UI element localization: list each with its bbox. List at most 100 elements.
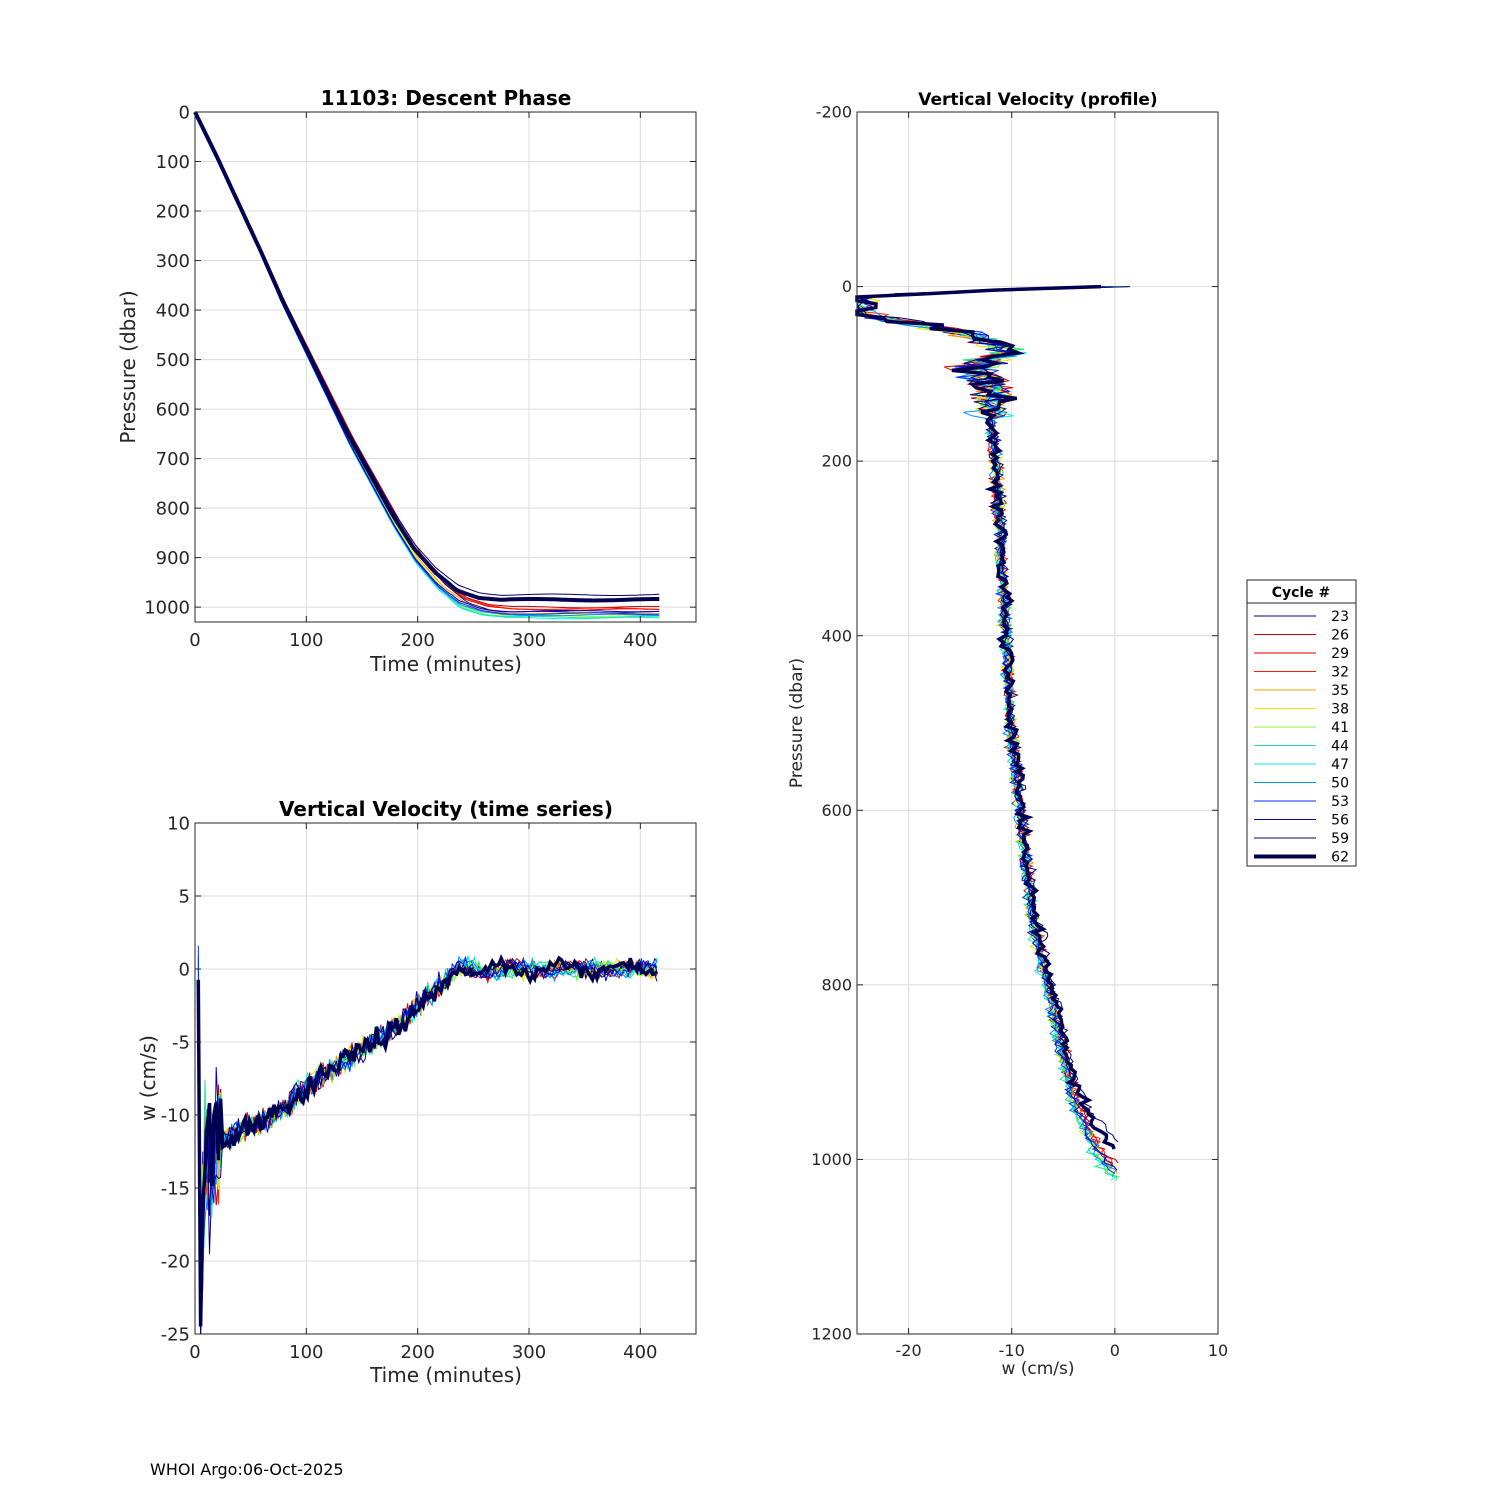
y-tick-label: 300 [156,251,190,272]
x-tick-label: 0 [189,630,200,651]
timeseries-line-cycle-59 [197,957,658,1335]
descent-line-cycle-59 [194,111,660,596]
y-tick-label: 0 [842,277,852,296]
x-tick-label: -20 [896,1341,922,1360]
legend-label-50: 50 [1331,776,1349,792]
descent-line-cycle-23 [194,111,660,614]
descent-line-cycle-62 [193,111,660,603]
timeseries-grid [194,822,696,1335]
legend-label-23: 23 [1331,609,1349,625]
y-tick-label: -20 [161,1251,190,1272]
legend-label-53: 53 [1331,794,1349,810]
y-tick-label: -10 [161,1105,190,1126]
profile-chart: Vertical Velocity (profile) -20 -10 0 10 -20… [787,90,1228,1379]
y-tick-label: 600 [156,399,190,420]
y-tick-label: -25 [161,1324,190,1345]
x-tick-label: -10 [999,1341,1025,1360]
footer-credit: WHOI Argo:06-Oct-2025 [150,1460,344,1479]
y-tick-label: -15 [161,1178,190,1199]
y-tick-label: 800 [156,498,190,519]
y-tick-label: 400 [156,300,190,321]
y-tick-label: 5 [179,886,190,907]
profile-chart-title: Vertical Velocity (profile) [918,90,1157,110]
legend-label-44: 44 [1331,739,1349,755]
profile-y-label: Pressure (dbar) [787,658,807,788]
profile-line-cycle-62 [855,284,1116,1150]
y-tick-label: 0 [179,959,190,980]
profile-line-cycle-38 [855,286,1124,1178]
legend-label-59: 59 [1331,831,1349,847]
legend-label-35: 35 [1331,683,1349,699]
x-tick-label: 400 [623,630,657,651]
y-tick-label: 1200 [811,1325,852,1344]
timeseries-line-cycle-62 [196,954,659,1327]
x-tick-label: 0 [189,1342,200,1363]
timeseries-line-cycle-41 [197,953,658,1314]
timeseries-line-cycle-47 [197,955,658,1325]
descent-line-cycle-56 [194,111,660,613]
descent-series [193,111,660,620]
descent-line-cycle-50 [194,111,660,617]
legend-label-32: 32 [1331,665,1349,681]
descent-line-cycle-32 [194,111,660,610]
descent-grid [194,111,696,622]
y-tick-label: 700 [156,449,190,470]
profile-x-label: w (cm/s) [1001,1359,1074,1379]
timeseries-line-cycle-44 [197,956,658,1312]
descent-x-label: Time (minutes) [369,652,522,676]
y-tick-label: 1000 [811,1150,852,1169]
y-tick-label: 200 [156,201,190,222]
cycle-legend: Cycle # 23 26 29 32 35 38 41 44 47 50 53 56 59 62 [1246,579,1357,867]
x-tick-label: 200 [400,1342,434,1363]
x-tick-label: 10 [1208,1341,1228,1360]
y-tick-label: 1000 [144,597,190,618]
profile-grid [857,111,1219,1335]
x-tick-label: 100 [289,630,323,651]
legend-entries: 23 26 29 32 35 38 41 44 47 50 53 56 59 62 [1254,609,1349,866]
legend-label-47: 47 [1331,757,1349,773]
timeseries-x-label: Time (minutes) [369,1363,522,1387]
descent-line-cycle-47 [194,111,660,620]
y-tick-label: 900 [156,548,190,569]
legend-label-56: 56 [1331,813,1349,829]
y-tick-label: -5 [172,1032,190,1053]
x-tick-label: 300 [512,630,546,651]
timeseries-plot-frame [194,822,697,1335]
descent-ticks: 0 100 200 300 400 0 100 200 300 400 500 600 700 800 90… [144,102,696,651]
descent-line-cycle-35 [194,111,660,615]
descent-phase-chart: 11103: Descent Phase 0 100 200 300 400 0 100 20… [116,86,697,676]
x-tick-label: 300 [512,1342,546,1363]
descent-chart-title: 11103: Descent Phase [321,86,572,110]
profile-ticks: -20 -10 0 10 -200 0 200 400 600 800 1000 1200 [811,103,1228,1360]
descent-plot-frame [194,111,697,623]
timeseries-line-cycle-56 [197,959,658,1325]
descent-line-cycle-44 [194,111,660,619]
timeseries-line-cycle-23 [197,955,658,1335]
legend-title: Cycle # [1272,585,1331,601]
y-tick-label: -200 [816,103,852,122]
legend-label-38: 38 [1331,702,1349,718]
legend-label-62: 62 [1331,850,1349,866]
legend-label-26: 26 [1331,628,1349,644]
x-tick-label: 400 [623,1342,657,1363]
descent-y-label: Pressure (dbar) [116,290,140,443]
x-tick-label: 200 [400,630,434,651]
profile-series [855,284,1131,1181]
timeseries-line-cycle-32 [197,958,658,1335]
legend-label-41: 41 [1331,720,1349,736]
y-tick-label: 500 [156,350,190,371]
descent-line-cycle-38 [194,111,660,616]
y-tick-label: 200 [821,452,852,471]
profile-line-cycle-50 [855,286,1129,1178]
y-tick-label: 10 [167,813,190,834]
descent-line-cycle-29 [194,111,660,611]
timeseries-line-cycle-29 [197,959,658,1335]
timeseries-line-cycle-50 [197,955,658,1332]
y-tick-label: 800 [821,975,852,994]
timeseries-ticks: 0 100 200 300 400 10 5 0 -5 -10 -15 -20 -25 [161,813,696,1363]
y-tick-label: 600 [821,801,852,820]
profile-plot-frame [856,111,1219,1335]
time-series-chart: Vertical Velocity (time series) 0 100 200 3… [136,797,697,1387]
y-tick-label: 400 [821,626,852,645]
